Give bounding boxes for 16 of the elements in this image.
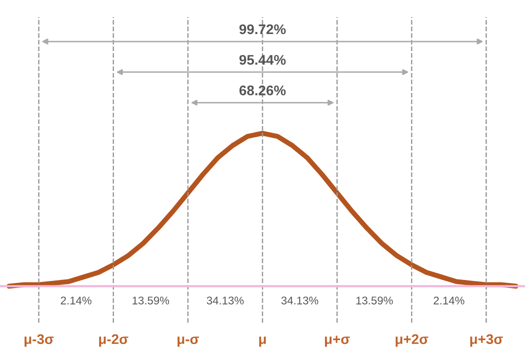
x-tick-label: μ-σ [178, 336, 199, 347]
text: 2.14% [60, 296, 92, 304]
text: 99.72% [239, 24, 286, 34]
x-tick-label: μ-3σ [24, 334, 54, 347]
text: 13.59% [132, 296, 170, 304]
text: 68.26% [239, 86, 286, 96]
text: 95.44% [239, 54, 286, 65]
x-tick-label: μ-2σ [99, 334, 128, 347]
x-tick-label: μ+3σ [470, 334, 503, 347]
text: 2.14% [434, 296, 464, 304]
text: 34.13% [206, 296, 244, 304]
x-tick-label: μ+2σ [396, 334, 428, 347]
x-tick-label: μ+σ [324, 336, 350, 347]
text: 13.59% [356, 296, 393, 304]
x-tick-label: μ [259, 336, 266, 347]
text: 34.13% [281, 296, 318, 304]
